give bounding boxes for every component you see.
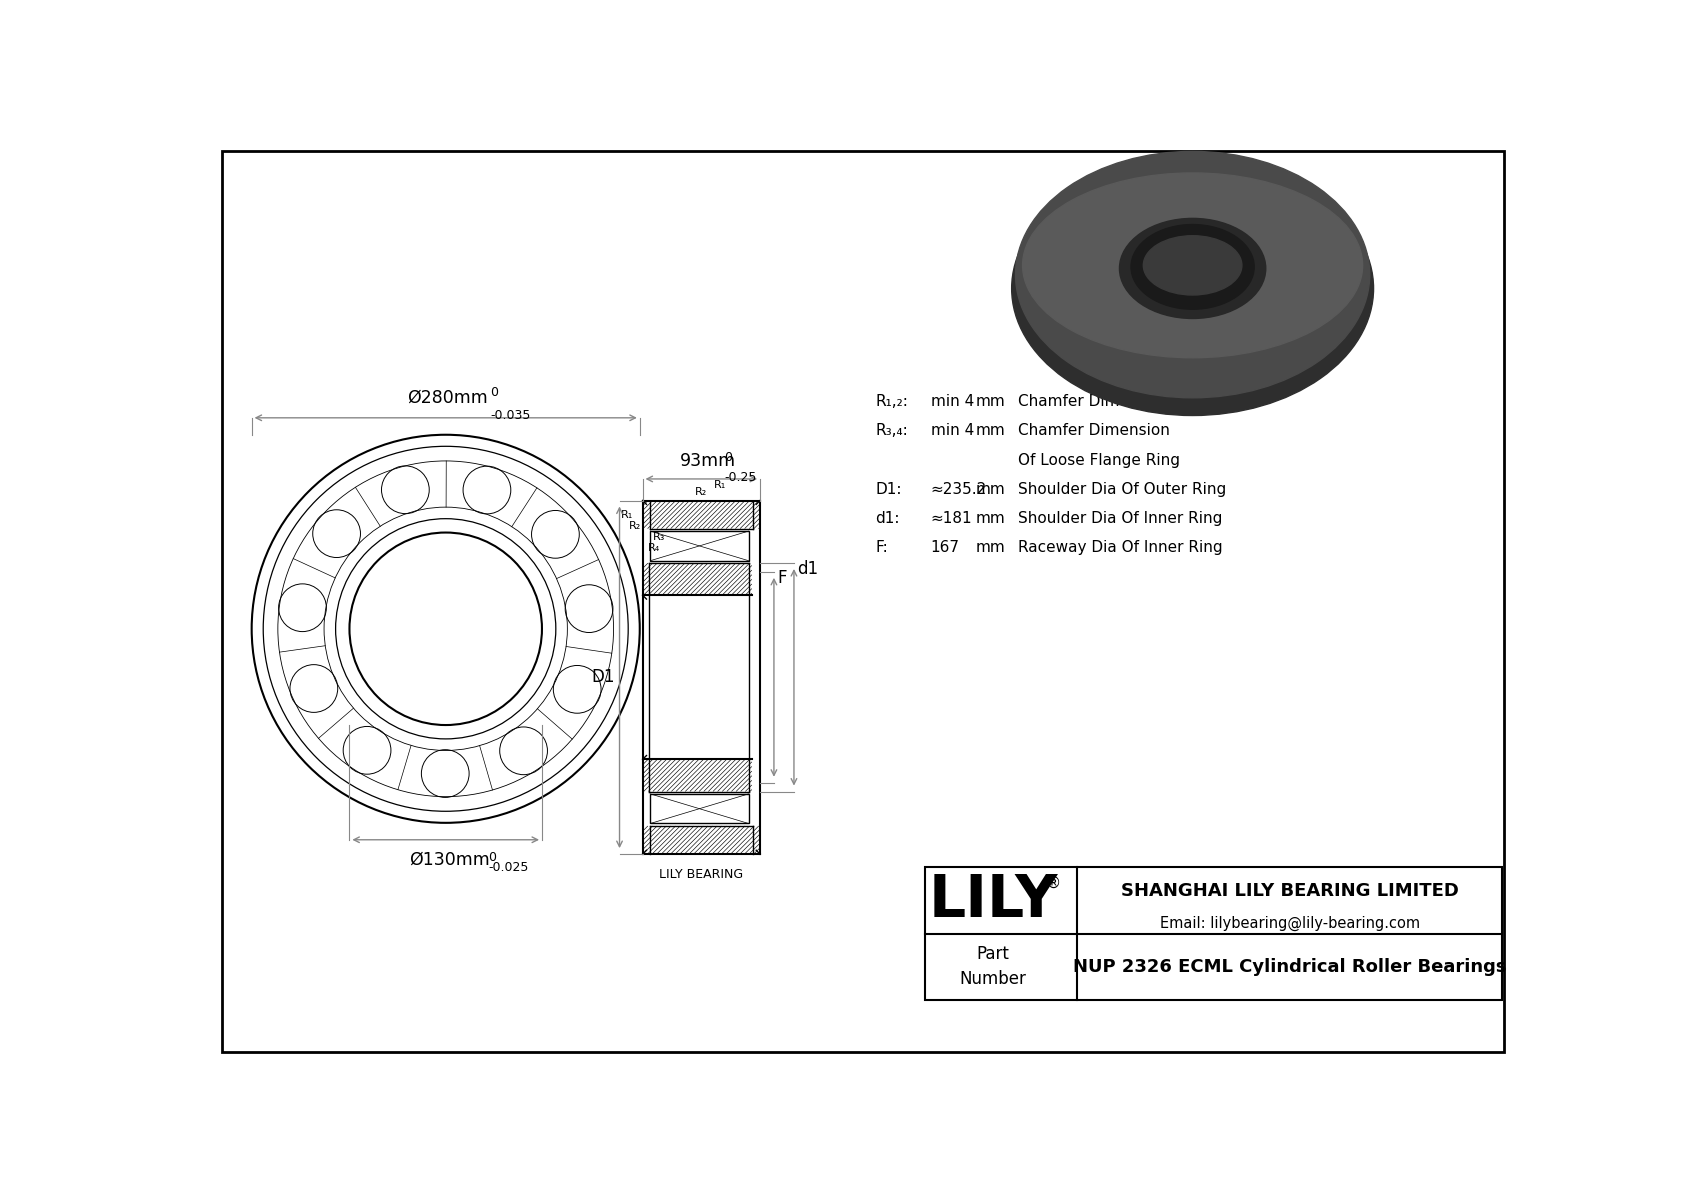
Text: D1:: D1:: [876, 482, 903, 497]
Text: 167: 167: [931, 541, 960, 555]
Text: mm: mm: [975, 511, 1005, 526]
Text: R₁: R₁: [621, 510, 633, 519]
Text: d1:: d1:: [876, 511, 899, 526]
Text: LILY BEARING: LILY BEARING: [660, 868, 743, 881]
Bar: [650, 531, 748, 561]
Ellipse shape: [1012, 162, 1374, 416]
Text: R₃: R₃: [653, 532, 665, 542]
Text: LILY: LILY: [928, 872, 1058, 929]
Text: Raceway Dia Of Inner Ring: Raceway Dia Of Inner Ring: [1017, 541, 1223, 555]
Ellipse shape: [1015, 151, 1369, 398]
Text: R₁: R₁: [714, 480, 726, 490]
Text: Chamfer Dimension: Chamfer Dimension: [1017, 423, 1170, 438]
Text: -0.035: -0.035: [490, 409, 530, 422]
Text: SHANGHAI LILY BEARING LIMITED: SHANGHAI LILY BEARING LIMITED: [1120, 883, 1458, 900]
Text: -0.025: -0.025: [488, 861, 529, 873]
Text: 0: 0: [724, 450, 733, 463]
Text: D1: D1: [591, 668, 615, 686]
Ellipse shape: [1120, 218, 1266, 318]
Text: min 4: min 4: [931, 423, 973, 438]
Text: R₁,₂:: R₁,₂:: [876, 394, 908, 410]
Text: F: F: [776, 569, 786, 587]
Ellipse shape: [1143, 236, 1241, 295]
Text: d1: d1: [797, 560, 818, 578]
Text: mm: mm: [975, 423, 1005, 438]
Text: ≈235.2: ≈235.2: [931, 482, 987, 497]
Text: R₄: R₄: [648, 543, 660, 553]
Text: R₂: R₂: [695, 487, 707, 497]
Text: mm: mm: [975, 394, 1005, 410]
Text: Part
Number: Part Number: [960, 946, 1027, 989]
Text: NUP 2326 ECML Cylindrical Roller Bearings: NUP 2326 ECML Cylindrical Roller Bearing…: [1073, 958, 1507, 975]
Ellipse shape: [1132, 225, 1255, 310]
Text: R₃,₄:: R₃,₄:: [876, 423, 908, 438]
Text: R₂: R₂: [628, 520, 642, 530]
Text: Email: lilybearing@lily-bearing.com: Email: lilybearing@lily-bearing.com: [1160, 916, 1420, 930]
Ellipse shape: [1022, 173, 1362, 357]
Text: F:: F:: [876, 541, 887, 555]
Text: mm: mm: [975, 541, 1005, 555]
Text: Shoulder Dia Of Outer Ring: Shoulder Dia Of Outer Ring: [1017, 482, 1226, 497]
Text: Ø130mm: Ø130mm: [409, 850, 490, 868]
Text: -0.25: -0.25: [724, 472, 756, 485]
Text: Ø280mm: Ø280mm: [408, 389, 488, 407]
Bar: [925, 867, 1502, 1000]
Text: min 4: min 4: [931, 394, 973, 410]
Text: mm: mm: [975, 482, 1005, 497]
Text: 0: 0: [490, 386, 498, 399]
Text: Shoulder Dia Of Inner Ring: Shoulder Dia Of Inner Ring: [1017, 511, 1223, 526]
Text: 93mm: 93mm: [680, 451, 736, 469]
Text: ≈181: ≈181: [931, 511, 972, 526]
Text: Chamfer Dimension: Chamfer Dimension: [1017, 394, 1170, 410]
Text: 0: 0: [488, 852, 497, 865]
Bar: [650, 794, 748, 823]
Text: ®: ®: [1046, 877, 1061, 891]
Text: Of Loose Flange Ring: Of Loose Flange Ring: [1017, 453, 1180, 468]
